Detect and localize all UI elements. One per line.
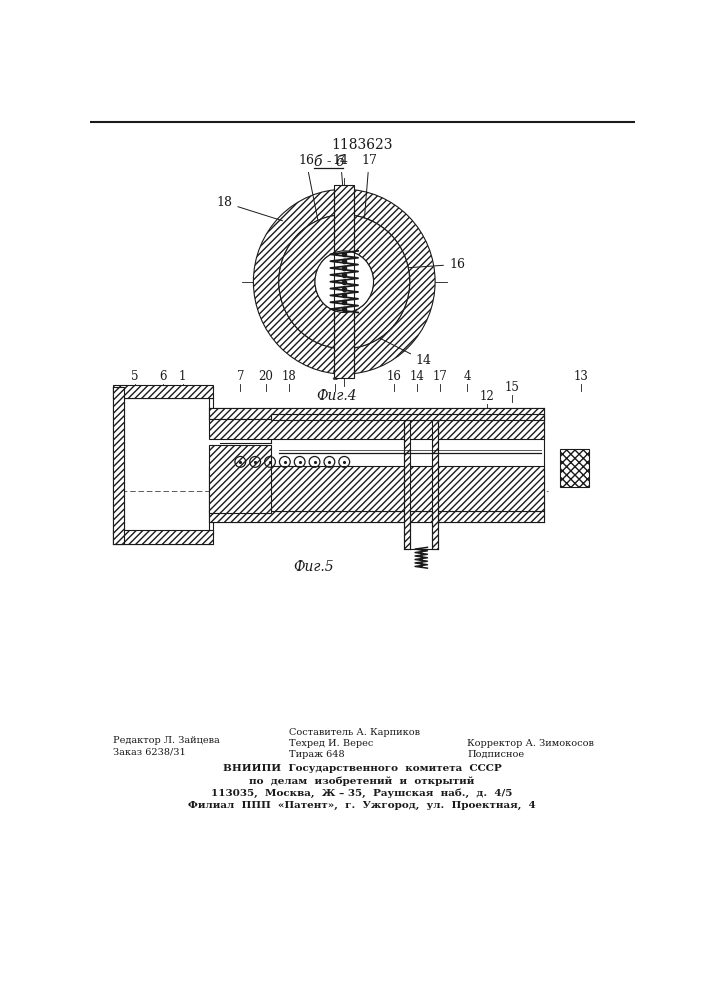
Text: 1183623: 1183623 <box>331 138 392 152</box>
Text: 18: 18 <box>216 196 283 221</box>
Text: 16: 16 <box>298 154 319 224</box>
Bar <box>271 414 544 420</box>
Text: Редактор Л. Зайцева: Редактор Л. Зайцева <box>113 736 220 745</box>
Ellipse shape <box>315 251 373 312</box>
Bar <box>113 530 214 544</box>
Text: 12: 12 <box>479 390 494 403</box>
Bar <box>560 449 589 487</box>
Bar <box>209 419 544 439</box>
Text: 13: 13 <box>574 370 589 383</box>
Text: 1: 1 <box>179 370 186 383</box>
Text: 6: 6 <box>160 370 167 383</box>
Text: 113035,  Москва,  Ж – 35,  Раушская  наб.,  д.  4/5: 113035, Москва, Ж – 35, Раушская наб., д… <box>211 788 513 798</box>
Text: 20: 20 <box>258 370 273 383</box>
Text: 14: 14 <box>370 333 432 367</box>
Text: 18: 18 <box>281 370 296 383</box>
Text: Фиг.5: Фиг.5 <box>293 560 334 574</box>
Bar <box>113 385 214 398</box>
Bar <box>209 445 271 513</box>
Text: 5: 5 <box>131 370 139 383</box>
Text: 7: 7 <box>237 370 244 383</box>
Text: 14: 14 <box>333 154 349 229</box>
Bar <box>432 420 438 549</box>
Text: Заказ 6238/31: Заказ 6238/31 <box>113 748 186 757</box>
Ellipse shape <box>279 215 409 349</box>
Text: 3: 3 <box>332 370 339 383</box>
Text: 16: 16 <box>387 370 402 383</box>
Ellipse shape <box>315 251 373 312</box>
Text: б - б: б - б <box>314 155 344 169</box>
Ellipse shape <box>279 215 409 349</box>
Text: 17: 17 <box>361 154 377 242</box>
Text: ВНИИПИ  Государственного  комитета  СССР: ВНИИПИ Государственного комитета СССР <box>223 764 501 773</box>
Text: по  делам  изобретений  и  открытий: по делам изобретений и открытий <box>250 776 474 786</box>
Text: Фиг.4: Фиг.4 <box>316 389 357 403</box>
Text: 4: 4 <box>464 370 471 383</box>
Ellipse shape <box>253 189 435 374</box>
Text: Тираж 648: Тираж 648 <box>288 750 344 759</box>
Text: Составитель А. Карпиков: Составитель А. Карпиков <box>288 728 420 737</box>
Bar <box>209 408 544 419</box>
Bar <box>209 466 544 511</box>
Text: Подписное: Подписное <box>467 750 525 759</box>
Text: 15: 15 <box>505 381 520 394</box>
Text: Корректор А. Зимокосов: Корректор А. Зимокосов <box>467 739 595 748</box>
Text: 16: 16 <box>403 258 465 271</box>
Text: Филиал  ППП  «Патент»,  г.  Ужгород,  ул.  Проектная,  4: Филиал ППП «Патент», г. Ужгород, ул. Про… <box>188 801 536 810</box>
Bar <box>334 185 354 378</box>
Text: 14: 14 <box>410 370 425 383</box>
Bar <box>113 387 124 544</box>
Text: 17: 17 <box>433 370 448 383</box>
Bar <box>404 420 411 549</box>
Bar <box>209 511 544 522</box>
Text: Техред И. Верес: Техред И. Верес <box>288 739 373 748</box>
